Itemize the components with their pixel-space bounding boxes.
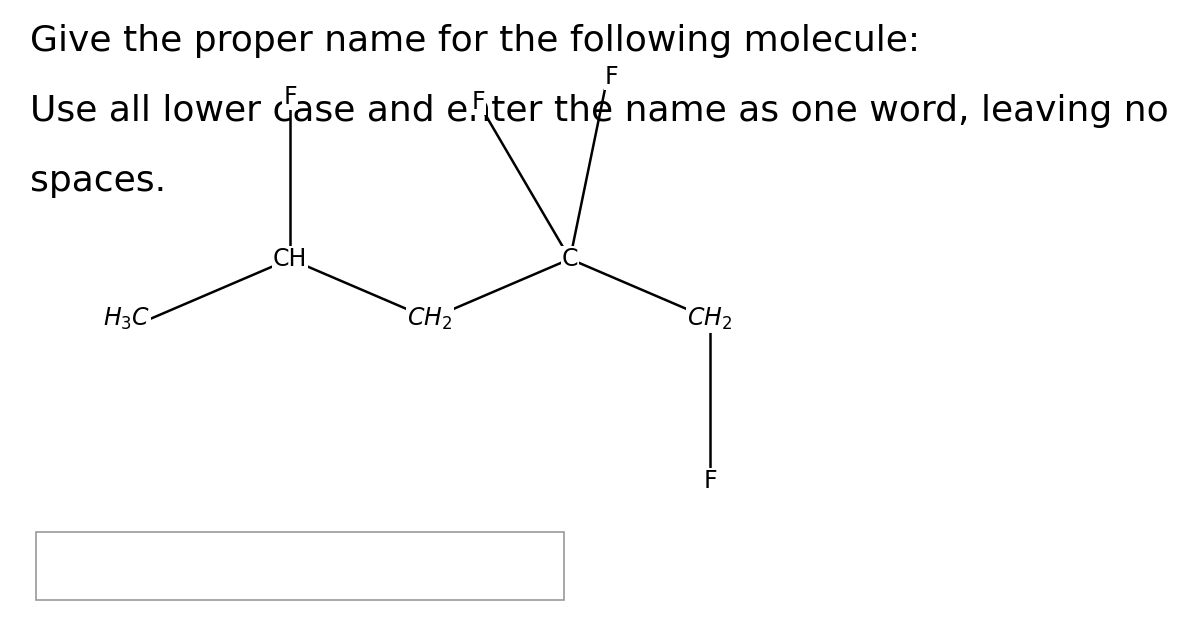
Bar [36, 532, 564, 600]
Text: spaces.: spaces. [30, 164, 166, 198]
Text: F: F [283, 85, 296, 109]
Text: $CH_2$: $CH_2$ [408, 306, 452, 332]
Text: $H_3C$: $H_3C$ [102, 306, 150, 332]
Text: Give the proper name for the following molecule:: Give the proper name for the following m… [30, 24, 920, 58]
Text: F: F [472, 90, 485, 114]
Text: F: F [703, 469, 716, 493]
Text: $CH_2$: $CH_2$ [688, 306, 732, 332]
Text: CH: CH [272, 247, 307, 271]
Text: F: F [605, 65, 619, 89]
Text: C: C [562, 247, 578, 271]
Text: Use all lower case and enter the name as one word, leaving no: Use all lower case and enter the name as… [30, 94, 1169, 128]
